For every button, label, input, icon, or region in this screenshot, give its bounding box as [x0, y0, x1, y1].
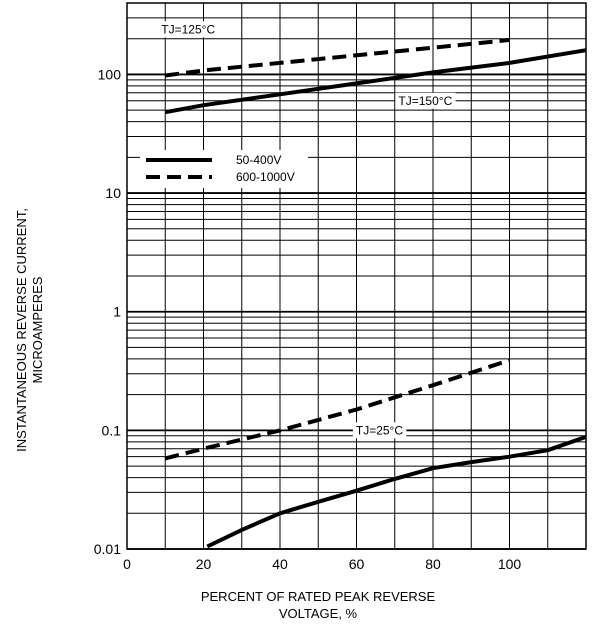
series-layer	[164, 38, 587, 549]
annotation-background	[352, 422, 407, 439]
y-tick-labels: 0.01 0.1 1 10 100	[94, 66, 121, 557]
annotation-label: TJ=25°C	[356, 423, 403, 437]
annotations: TJ=125°C TJ=150°C TJ=25°C	[158, 21, 456, 439]
annotation-background	[395, 92, 456, 109]
annotation-label: TJ=125°C	[161, 22, 215, 36]
annotation: TJ=125°C	[158, 21, 219, 38]
y-axis-title-line-2: MICROAMPERES	[30, 276, 45, 383]
y-tick-label: 1	[113, 304, 121, 320]
series-line-solid	[164, 48, 587, 115]
series-line-solid	[206, 435, 587, 549]
legend-label: 600-1000V	[236, 170, 295, 184]
x-tick-label: 0	[123, 556, 131, 572]
y-axis-title-line-1: INSTANTANEOUS REVERSE CURRENT,	[14, 208, 29, 452]
y-tick-label: 0.1	[102, 422, 122, 438]
y-tick-label: 100	[98, 66, 122, 82]
y-tick-label: 10	[105, 185, 121, 201]
series-line-dashed	[164, 358, 511, 461]
x-tick-label: 100	[498, 556, 522, 572]
x-axis-title-line-1: PERCENT OF RATED PEAK REVERSE	[201, 589, 436, 604]
x-tick-label: 80	[425, 556, 441, 572]
y-tick-label: 0.01	[94, 541, 121, 557]
x-tick-labels: 0 20 40 60 80 100	[123, 556, 521, 572]
x-tick-label: 60	[349, 556, 365, 572]
plot-frame	[126, 2, 587, 550]
legend-background	[140, 150, 308, 188]
legend-label: 50-400V	[236, 153, 281, 167]
x-tick-label: 40	[272, 556, 288, 572]
annotation: TJ=150°C	[395, 92, 456, 109]
legend: 50-400V 600-1000V	[140, 150, 308, 188]
annotation: TJ=25°C	[352, 422, 407, 439]
annotation-label: TJ=150°C	[398, 94, 452, 108]
annotation-background	[158, 21, 219, 38]
x-axis-title-line-2: VOLTAGE, %	[279, 606, 358, 621]
x-tick-label: 20	[196, 556, 212, 572]
series-line-dashed	[165, 38, 510, 78]
